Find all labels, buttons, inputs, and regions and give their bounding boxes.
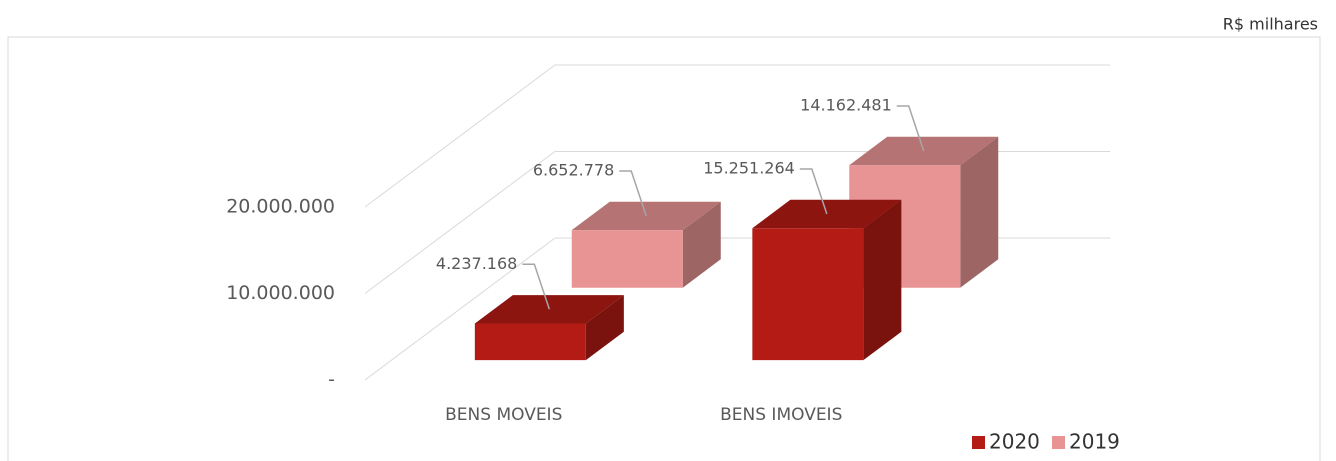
value-label: 15.251.264 — [703, 158, 795, 177]
bar-front — [752, 228, 864, 361]
x-tick-label: BENS IMOVEIS — [720, 405, 842, 425]
bar — [571, 201, 721, 288]
value-label: 4.237.168 — [436, 254, 517, 273]
bar-side — [960, 136, 999, 288]
legend-label: 2020 — [989, 430, 1040, 454]
bar-side — [682, 201, 721, 288]
bar-front — [474, 323, 586, 361]
grid-line — [364, 64, 1110, 208]
unit-label: R$ milhares — [1223, 15, 1318, 34]
value-label: 14.162.481 — [800, 95, 892, 114]
bar-front — [571, 230, 683, 288]
leader-line — [619, 170, 647, 217]
bar — [474, 295, 624, 361]
bar — [752, 199, 902, 361]
chart-frame — [7, 36, 1321, 461]
bar-side — [863, 199, 902, 361]
x-tick-label: BENS MOVEIS — [445, 405, 562, 425]
value-label: 6.652.778 — [533, 160, 614, 179]
y-tick-label: 10.000.000 — [226, 282, 335, 304]
leader-line — [896, 105, 925, 152]
leader-line — [799, 168, 828, 215]
y-tick-label: - — [328, 369, 335, 391]
legend-swatch — [1052, 436, 1065, 449]
bar-side — [585, 295, 624, 361]
y-tick-label: 20.000.000 — [226, 196, 335, 218]
legend-label: 2019 — [1069, 430, 1120, 454]
legend-swatch — [972, 436, 985, 449]
leader-line — [522, 263, 551, 310]
